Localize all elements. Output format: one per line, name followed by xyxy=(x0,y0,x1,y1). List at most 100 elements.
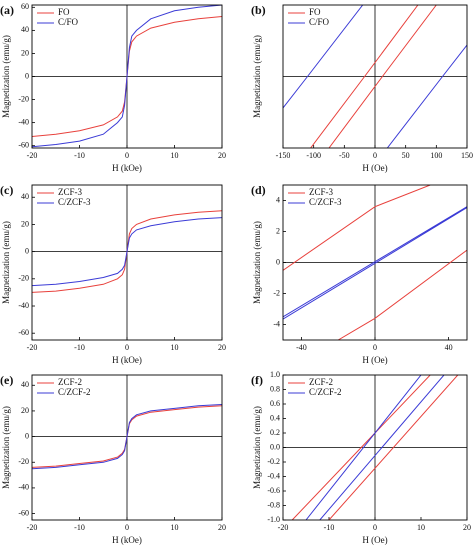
x-tick-label: 10 xyxy=(171,343,179,352)
panel-label: (e) xyxy=(0,373,13,387)
x-tick-label: -10 xyxy=(324,523,335,532)
x-tick-label: -40 xyxy=(296,343,307,352)
x-tick-label: 10 xyxy=(417,523,425,532)
y-axis-label: Magnetization (emu/g) xyxy=(1,221,11,304)
x-axis-label: H (kOe) xyxy=(112,163,142,173)
x-tick-label: -20 xyxy=(27,523,38,532)
y-tick-label: 60 xyxy=(21,2,29,11)
series-line xyxy=(310,5,437,148)
y-tick-label: -60 xyxy=(18,141,29,150)
series-line xyxy=(291,375,459,520)
y-tick-label: 1.0 xyxy=(270,370,280,379)
y-tick-label: 0 xyxy=(25,71,29,80)
x-axis-label: H (kOe) xyxy=(112,355,142,365)
y-tick-label: -0.8 xyxy=(267,500,280,509)
x-tick-label: -20 xyxy=(27,343,38,352)
panel: (b) H (Oe) Magnetization (emu/g) -150 -100 -5… xyxy=(251,3,473,173)
x-tick-label: 20 xyxy=(218,343,226,352)
plot-frame xyxy=(31,374,223,521)
y-tick-label: -20 xyxy=(18,457,29,466)
plot-frame xyxy=(282,4,468,149)
y-tick-label: 0.8 xyxy=(270,384,280,393)
series-line xyxy=(32,5,222,148)
series-line xyxy=(32,404,222,470)
x-tick-label: 150 xyxy=(461,151,473,160)
panel: (d)H (Oe)Magnetization (emu/g)-40 0 40-4-2… xyxy=(251,183,468,365)
y-tick-label: -40 xyxy=(18,117,29,126)
panel-label: (a) xyxy=(0,3,14,17)
x-tick-label: 40 xyxy=(445,343,453,352)
y-tick-label: 20 xyxy=(21,219,29,228)
x-tick-label: 10 xyxy=(171,523,179,532)
legend-label: ZCF-3 xyxy=(309,187,334,197)
plot-frame xyxy=(282,374,468,521)
y-axis-label: Magnetization (emu/g) xyxy=(252,406,262,489)
y-axis-label: Magnetization (emu/g) xyxy=(1,35,11,118)
y-tick-label: 20 xyxy=(21,406,29,415)
y-tick-label: -4 xyxy=(273,319,280,328)
plot-frame xyxy=(282,184,468,341)
y-axis-label: Magnetization (emu/g) xyxy=(252,35,262,118)
legend-label: C/ZCF-3 xyxy=(309,197,342,207)
x-tick-label: -50 xyxy=(339,151,350,160)
x-axis-label: H (kOe) xyxy=(112,535,142,545)
x-tick-label: 0 xyxy=(373,151,377,160)
y-tick-label: -2 xyxy=(273,288,280,297)
series-line xyxy=(283,185,467,340)
y-tick-label: -0.4 xyxy=(267,471,280,480)
y-tick-label: 20 xyxy=(21,48,29,57)
x-tick-label: -10 xyxy=(74,343,85,352)
y-axis-label: Magnetization (emu/g) xyxy=(252,221,262,304)
legend-label: FO xyxy=(309,7,321,17)
panel: (a) H (kOe) Magnetization (emu/g) -20 -10 0 10… xyxy=(0,2,226,173)
x-tick-label: 10 xyxy=(171,151,179,160)
x-tick-label: 0 xyxy=(373,523,377,532)
plot-frame xyxy=(31,184,223,341)
legend-label: ZCF-2 xyxy=(309,377,333,387)
y-tick-label: 40 xyxy=(21,192,29,201)
panel-label: (f) xyxy=(251,373,263,387)
panel-label: (c) xyxy=(0,183,13,197)
legend-label: C/FO xyxy=(309,17,330,27)
y-tick-label: 40 xyxy=(21,25,29,34)
y-tick-label: -20 xyxy=(18,94,29,103)
y-tick-label: 40 xyxy=(21,380,29,389)
legend-label: FO xyxy=(58,7,70,17)
y-tick-label: -60 xyxy=(18,508,29,517)
x-tick-label: 20 xyxy=(463,523,471,532)
panel: (e) H (kOe) Magnetization (emu/g) -20 -10 0 10… xyxy=(0,373,226,545)
x-tick-label: -100 xyxy=(306,151,321,160)
legend-label: ZCF-2 xyxy=(58,377,82,387)
y-tick-label: -1.0 xyxy=(267,515,280,524)
plot-frame xyxy=(31,4,223,149)
y-tick-label: -60 xyxy=(18,328,29,337)
y-tick-label: 0 xyxy=(25,431,29,440)
x-tick-label: 0 xyxy=(373,343,377,352)
y-tick-label: 0 xyxy=(276,257,280,266)
y-tick-label: 0.2 xyxy=(270,428,280,437)
x-tick-label: -10 xyxy=(74,523,85,532)
x-tick-label: -20 xyxy=(278,523,289,532)
legend-label: C/ZCF-2 xyxy=(309,387,342,397)
legend-label: C/ZCF-3 xyxy=(58,197,91,207)
x-tick-label: 50 xyxy=(402,151,410,160)
x-tick-label: 0 xyxy=(125,343,129,352)
y-tick-label: 0.4 xyxy=(270,413,280,422)
x-tick-label: -10 xyxy=(74,151,85,160)
series-line xyxy=(283,5,467,148)
legend-label: ZCF-3 xyxy=(58,187,83,197)
y-tick-label: 4 xyxy=(276,195,280,204)
x-tick-label: -20 xyxy=(27,151,38,160)
y-tick-label: -40 xyxy=(18,483,29,492)
series-line xyxy=(305,375,445,520)
x-axis-label: H (Oe) xyxy=(362,535,387,545)
series-line xyxy=(283,206,467,320)
y-tick-label: 0 xyxy=(25,246,29,255)
y-tick-label: -40 xyxy=(18,301,29,310)
y-tick-label: -0.6 xyxy=(267,486,280,495)
x-tick-label: 100 xyxy=(430,151,442,160)
legend-label: C/FO xyxy=(58,17,79,27)
panel-label: (b) xyxy=(251,3,266,17)
panel: (f) H (Oe) Magnetization (emu/g) -20 -10 0 10 2… xyxy=(251,370,471,545)
